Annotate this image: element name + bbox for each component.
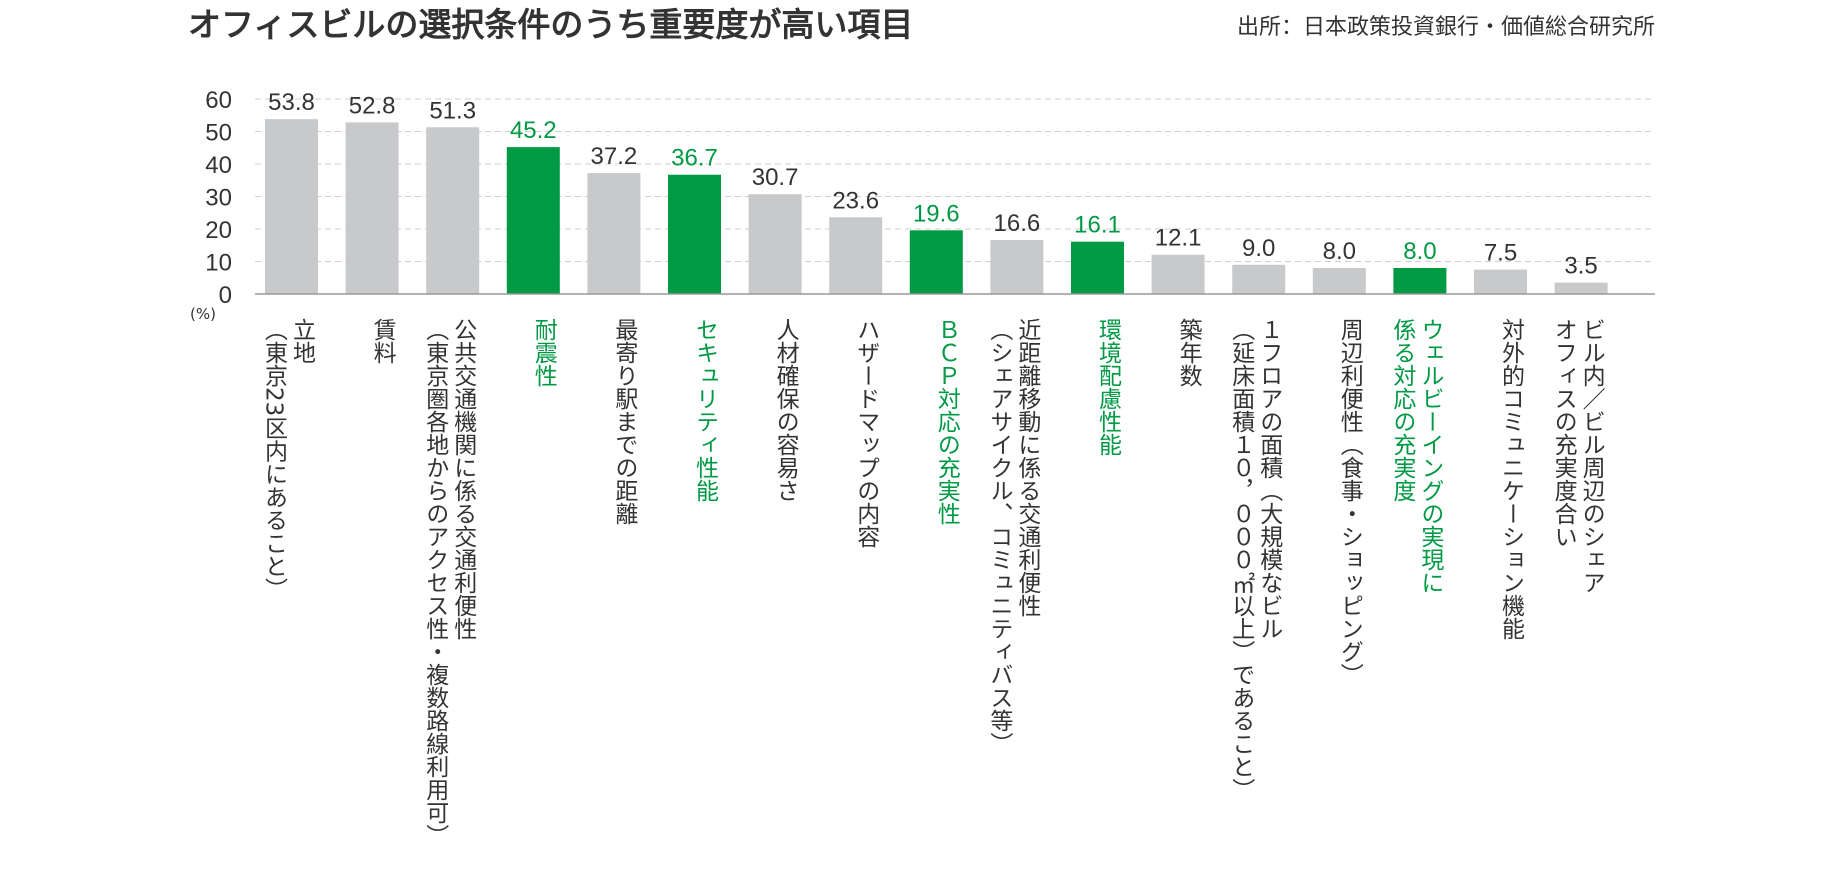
y-tick-label: 40 <box>205 152 232 179</box>
value-label: 37.2 <box>591 143 638 170</box>
category-label: オフィスの充実度合い <box>1550 318 1578 548</box>
category-label: （シェアサイクル、コミュニティバス等） <box>986 318 1014 755</box>
category-label: 耐震性 <box>530 318 558 387</box>
value-label: 16.1 <box>1074 212 1121 239</box>
y-tick-label: 30 <box>205 185 232 212</box>
category-label: 係る対応の充実度 <box>1389 318 1417 502</box>
bar <box>748 194 802 294</box>
bar <box>829 217 883 294</box>
bar <box>265 119 318 295</box>
category-label: 周辺利便性（食事・ショッピング） <box>1336 318 1364 686</box>
bar <box>668 174 721 294</box>
category-label: １フロアの面積（大規模なビル <box>1256 318 1284 640</box>
bars <box>265 119 1608 295</box>
value-label: 30.7 <box>752 164 799 191</box>
bar <box>1554 282 1608 294</box>
value-label: 8.0 <box>1403 238 1436 265</box>
value-label: 9.0 <box>1242 235 1275 262</box>
bar <box>345 122 399 295</box>
category-label: 最寄り駅までの距離 <box>611 318 639 525</box>
y-axis-ticks: 0 10 20 30 40 50 60 <box>205 87 232 309</box>
bar <box>1151 254 1205 294</box>
bar <box>1474 269 1527 294</box>
category-label: 近距離移動に係る交通利便性 <box>1014 318 1042 617</box>
value-label: 19.6 <box>913 200 960 227</box>
value-label: 16.6 <box>994 210 1041 237</box>
value-label: 7.5 <box>1484 240 1517 267</box>
bar <box>1232 264 1286 294</box>
bar <box>990 240 1044 294</box>
y-tick-label: 10 <box>205 250 232 277</box>
bar <box>426 127 480 295</box>
category-label: ビル内／ビル周辺のシェア <box>1578 318 1606 594</box>
value-label: 52.8 <box>349 92 396 119</box>
category-label: 環境配慮性能 <box>1095 318 1123 456</box>
value-labels: 53.8 52.8 51.3 45.2 37.2 36.7 30.7 23.6 19.6 16.6… <box>268 89 1598 279</box>
category-label: ウェルビーイングの実現に <box>1417 318 1445 594</box>
category-label: 公共交通機関に係る交通利便性 <box>450 318 478 640</box>
bar <box>506 147 560 294</box>
category-label: （東京圏各地からのアクセス性・複数路線利用可） <box>422 318 450 847</box>
category-label: ハザードマップの内容 <box>853 318 881 548</box>
category-label: 対外的コミュニケーション機能 <box>1498 318 1526 640</box>
y-tick-label: 0 <box>219 282 232 309</box>
category-label: 賃料 <box>369 318 397 364</box>
bar <box>909 230 963 294</box>
category-label: セキュリティ性能 <box>692 318 720 502</box>
category-label: （延床面積１０，０００㎡以上）であること） <box>1228 318 1256 801</box>
y-tick-label: 50 <box>205 120 232 147</box>
category-label: ＢＣＰ対応の充実性 <box>933 318 961 525</box>
category-label: 築年数 <box>1175 318 1203 387</box>
unit-label: (%) <box>190 305 216 323</box>
bar <box>1393 268 1447 294</box>
category-label: 人材確保の容易さ <box>772 318 800 502</box>
category-label: （東京23区内にあること） <box>261 318 289 600</box>
bar <box>1071 241 1124 294</box>
value-label: 45.2 <box>510 117 557 144</box>
value-label: 8.0 <box>1323 238 1356 265</box>
bar <box>1312 268 1366 294</box>
value-label: 36.7 <box>671 145 718 172</box>
y-tick-label: 20 <box>205 217 232 244</box>
value-label: 51.3 <box>429 97 476 124</box>
value-label: 53.8 <box>268 89 315 116</box>
value-label: 3.5 <box>1564 253 1597 280</box>
category-labels: 立地（東京23区内にあること） 賃料 公共交通機関に係る交通利便性（東京圏各地からの… <box>261 318 1606 847</box>
category-label: 立地 <box>289 318 317 364</box>
value-label: 12.1 <box>1155 225 1202 252</box>
value-label: 23.6 <box>832 187 879 214</box>
chart-title: オフィスビルの選択条件のうち重要度が高い項目 <box>188 5 913 44</box>
y-tick-label: 60 <box>205 87 232 114</box>
source-note: 出所：日本政策投資銀行・価値総合研究所 <box>1237 15 1655 40</box>
bar <box>587 173 641 294</box>
